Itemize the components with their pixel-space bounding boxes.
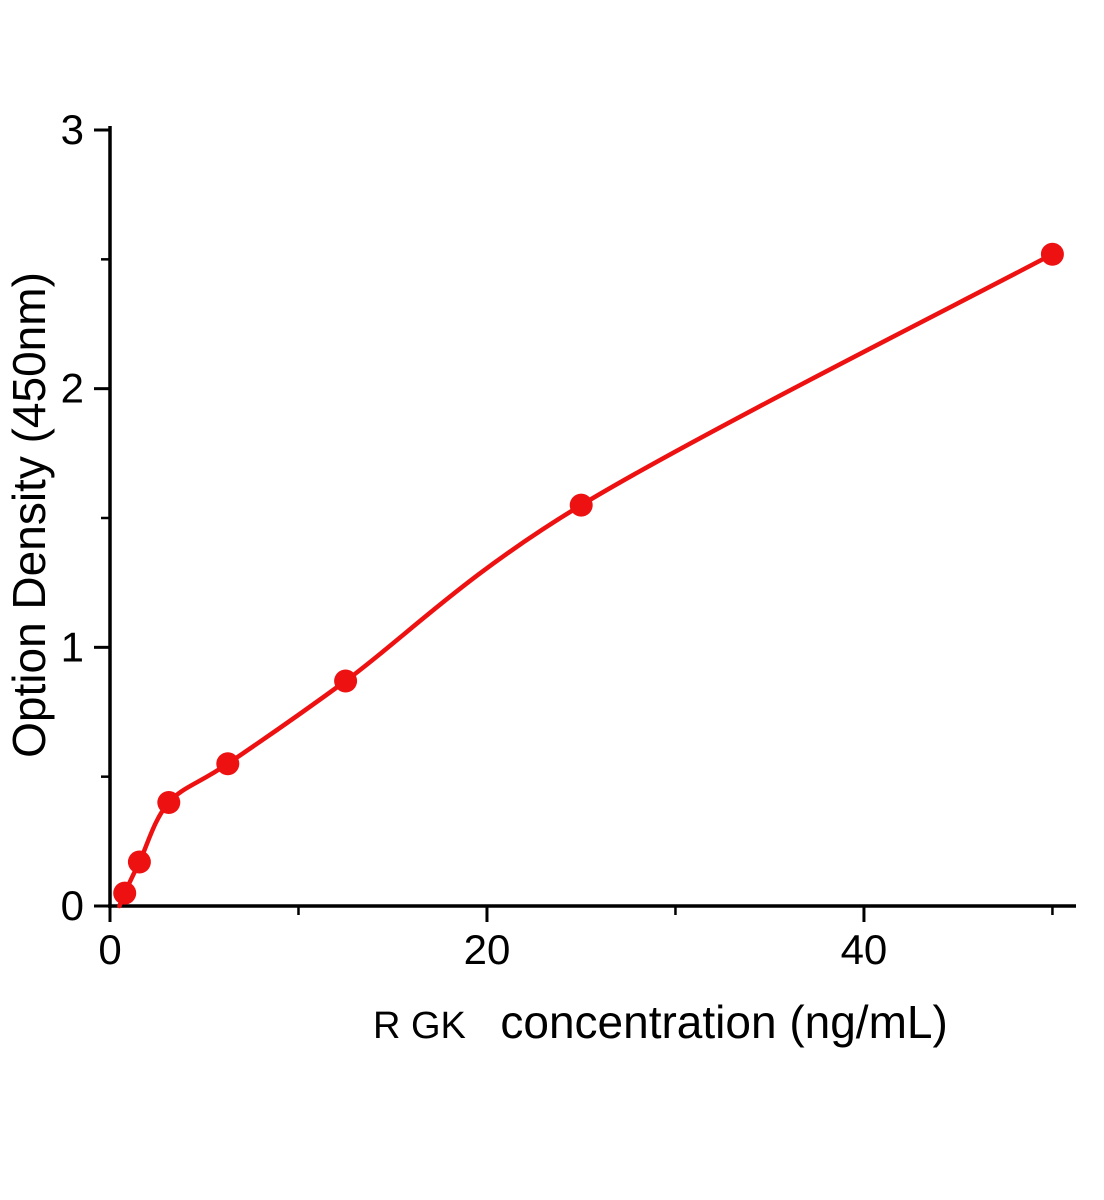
data-point <box>334 669 358 693</box>
data-points-layer <box>113 242 1064 905</box>
axes <box>94 126 1076 922</box>
x-tick-label: 40 <box>841 926 888 973</box>
x-axis-title: R GK concentration (ng/mL) <box>373 996 948 1048</box>
y-tick-label: 3 <box>61 106 84 153</box>
y-axis-title: Option Density (450nm) <box>3 272 55 758</box>
y-tick-label: 1 <box>61 623 84 670</box>
tick-labels: 0 20 40 0 1 2 3 <box>61 106 888 973</box>
data-point <box>113 881 137 905</box>
data-point <box>127 850 151 874</box>
data-point <box>157 791 181 814</box>
y-tick-label: 0 <box>61 882 84 929</box>
data-point <box>216 752 240 776</box>
x-axis-title-prefix: R GK <box>373 1005 466 1047</box>
fit-curve-layer <box>117 251 1055 909</box>
y-tick-label: 2 <box>61 365 84 412</box>
x-axis-title-main: concentration (ng/mL) <box>500 996 947 1048</box>
data-point <box>569 493 593 517</box>
data-point <box>1040 242 1064 266</box>
x-tick-label: 0 <box>98 926 121 973</box>
fit-curve <box>117 251 1055 909</box>
x-tick-label: 20 <box>464 926 511 973</box>
